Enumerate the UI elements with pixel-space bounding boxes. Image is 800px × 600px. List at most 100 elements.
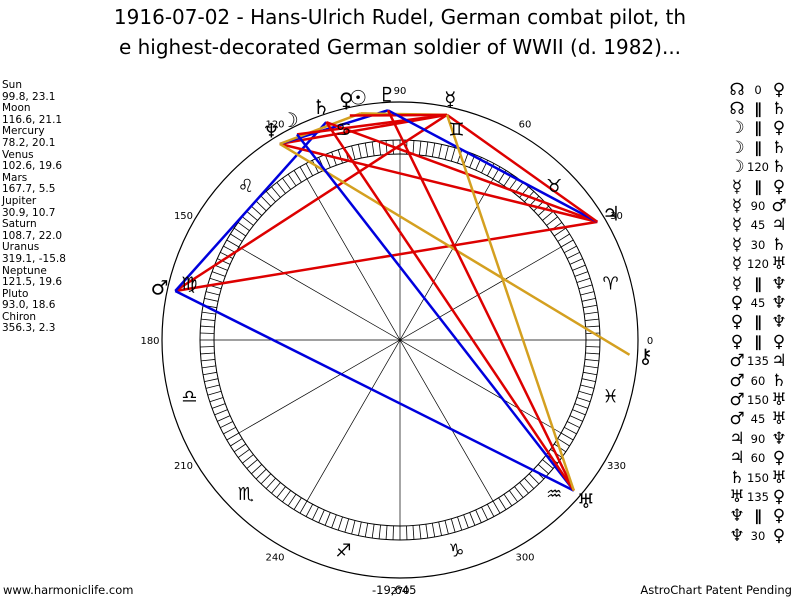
aspect-row: ♅ 135 ♀ bbox=[728, 486, 788, 507]
aspect-row: ♂ 45 ♅ bbox=[728, 409, 788, 429]
aspect-planet-2-glyph: ♅ bbox=[771, 254, 787, 275]
degree-tick bbox=[282, 177, 291, 190]
zodiac-sign-glyph: ♋ bbox=[336, 119, 352, 140]
sign-spoke bbox=[238, 246, 562, 434]
degree-tick bbox=[251, 205, 263, 216]
aspect-value: ∥ bbox=[754, 313, 762, 332]
aspect-planet-2-glyph: ♅ bbox=[771, 467, 787, 488]
zodiac-sign-glyph: ♈ bbox=[603, 274, 619, 295]
aspect-value: ∥ bbox=[754, 507, 762, 526]
aspect-row: ☿ 90 ♂ bbox=[728, 196, 788, 217]
degree-tick bbox=[419, 524, 422, 539]
degree-label: 150 bbox=[174, 211, 193, 222]
degree-label: 270 bbox=[390, 586, 409, 597]
zodiac-sign-glyph: ♒ bbox=[546, 484, 562, 505]
zodiac-sign-glyph: ♎ bbox=[181, 386, 197, 407]
zodiac-sign-glyph: ♉ bbox=[546, 176, 562, 197]
degree-tick bbox=[572, 409, 586, 416]
aspect-planet-1-glyph: ♄ bbox=[729, 467, 745, 488]
aspect-line-neptune-jupiter bbox=[279, 142, 598, 224]
planet-glyph-pluto: ♇ bbox=[378, 82, 396, 106]
degree-tick bbox=[519, 186, 529, 198]
degree-tick bbox=[444, 145, 449, 160]
aspect-row: ☿ ∥ ♀ bbox=[728, 176, 788, 197]
degree-tick bbox=[438, 521, 442, 536]
zodiac-sign-glyph: ♍ bbox=[181, 274, 197, 295]
zodiac-sign-glyph: ♏ bbox=[238, 484, 254, 505]
aspect-line-saturn-uranus bbox=[325, 121, 575, 492]
aspect-value: 135 bbox=[747, 354, 769, 369]
aspect-value: 0 bbox=[754, 82, 762, 97]
degree-tick bbox=[242, 216, 254, 226]
degree-label: 0 bbox=[647, 336, 653, 347]
aspect-lines bbox=[174, 109, 631, 492]
aspect-line-saturn-jupiter bbox=[325, 120, 598, 224]
planet-positions-list: Sun 99.8, 23.1 Moon 116.6, 21.1 Mercury 78.2,… bbox=[2, 79, 66, 335]
aspect-row: ♂ 60 ♄ bbox=[728, 370, 788, 391]
degree-tick bbox=[585, 352, 600, 355]
degree-tick bbox=[223, 426, 236, 435]
aspect-row: ☿ 45 ♃ bbox=[728, 215, 788, 236]
aspect-value: 60 bbox=[750, 373, 766, 388]
degree-tick bbox=[528, 473, 540, 485]
degree-tick bbox=[371, 524, 375, 539]
degree-tick bbox=[378, 524, 381, 539]
aspect-planet-2-glyph: ♄ bbox=[771, 99, 787, 120]
aspect-line-mercury-jupiter bbox=[446, 113, 599, 223]
aspect-row: ☿ ∥ ♆ bbox=[728, 273, 788, 294]
aspect-planet-1-glyph: ☿ bbox=[731, 196, 743, 217]
aspect-row: ♀ ∥ ♆ bbox=[728, 312, 788, 332]
aspect-planet-1-glyph: ☊ bbox=[729, 79, 745, 100]
degree-tick bbox=[358, 521, 362, 536]
degree-tick bbox=[255, 200, 267, 212]
aspect-planet-2-glyph: ♃ bbox=[771, 215, 787, 236]
degree-tick bbox=[287, 173, 297, 187]
degree-tick bbox=[519, 482, 529, 494]
aspect-line-moon-mercury bbox=[296, 113, 448, 136]
degree-tick bbox=[583, 304, 598, 309]
planet-values: 30.9, 10.7 bbox=[2, 206, 56, 219]
degree-tick bbox=[351, 145, 356, 160]
planet-glyphs: ☉ ☽ ☿ ♀ ♂ ♃ ♄ ♅ ♆ ♇ ⚷ bbox=[151, 82, 653, 513]
aspect-planet-1-glyph: ☿ bbox=[731, 176, 743, 197]
degree-tick bbox=[574, 403, 589, 409]
aspect-planet-2-glyph: ♅ bbox=[771, 389, 787, 410]
aspect-planet-2-glyph: ♆ bbox=[771, 293, 787, 313]
aspect-row: ♄ 150 ♅ bbox=[728, 467, 788, 488]
degree-tick bbox=[358, 144, 362, 159]
degree-tick bbox=[457, 149, 463, 164]
aspect-planet-1-glyph: ♆ bbox=[729, 506, 745, 527]
degree-tick bbox=[557, 233, 570, 242]
zodiac-sign-glyph: ♊ bbox=[448, 119, 464, 140]
degree-tick bbox=[438, 144, 442, 159]
aspect-planet-1-glyph: ♅ bbox=[729, 486, 745, 507]
aspect-row: ☽ ∥ ♄ bbox=[728, 138, 788, 158]
aspect-planet-2-glyph: ♆ bbox=[771, 273, 787, 294]
planet-name: Venus bbox=[2, 148, 34, 161]
degree-tick bbox=[585, 325, 600, 328]
degree-tick bbox=[311, 507, 319, 520]
planet-values: 99.8, 23.1 bbox=[2, 90, 56, 103]
aspect-row: ♆ 30 ♀ bbox=[728, 526, 788, 546]
degree-tick bbox=[581, 378, 596, 382]
degree-tick bbox=[276, 182, 286, 194]
degree-tick bbox=[251, 464, 263, 475]
aspect-planet-2-glyph: ♀ bbox=[772, 118, 786, 139]
degree-tick bbox=[444, 520, 449, 535]
website-link[interactable]: www.harmoniclife.com bbox=[3, 583, 134, 597]
zodiac-sign-glyph: ♌ bbox=[238, 176, 254, 197]
aspect-planet-1-glyph: ♂ bbox=[729, 370, 745, 391]
degree-tick bbox=[481, 507, 489, 520]
degree-tick bbox=[583, 371, 598, 376]
planet-values: 319.1, -15.8 bbox=[2, 252, 66, 265]
degree-tick bbox=[211, 271, 226, 277]
degree-tick bbox=[509, 177, 518, 190]
degree-tick bbox=[324, 512, 331, 526]
aspect-value: 90 bbox=[750, 431, 766, 446]
degree-tick bbox=[514, 486, 524, 498]
aspect-planet-1-glyph: ♀ bbox=[730, 293, 744, 313]
degree-tick bbox=[331, 151, 337, 166]
degree-tick bbox=[220, 251, 233, 259]
degree-tick bbox=[364, 142, 369, 157]
zodiac-sign-glyphs: ♈ ♉ ♊ ♋ ♌ ♍ ♎ ♏ ♐ ♑ ♒ ♓ bbox=[181, 119, 618, 561]
